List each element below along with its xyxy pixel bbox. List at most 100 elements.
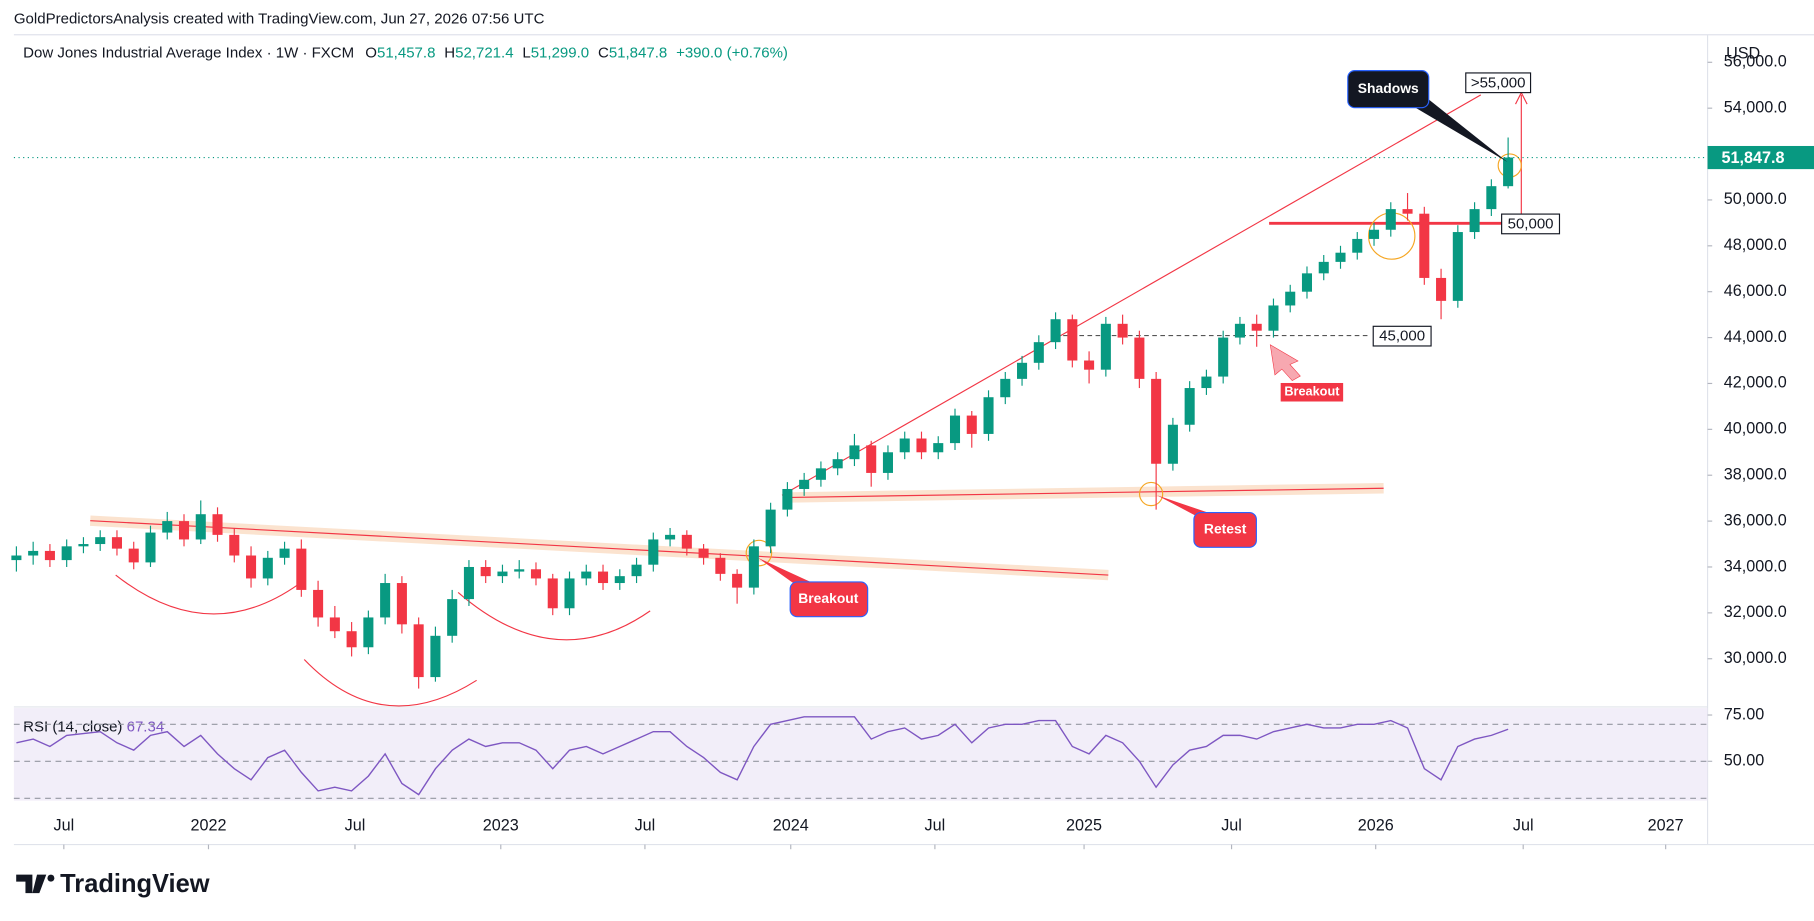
change: +390.0 (+0.76%) xyxy=(676,44,788,61)
candle-body xyxy=(363,617,374,648)
rsi-line xyxy=(16,716,1509,796)
candle-body xyxy=(1268,305,1279,331)
y-tick-label: 50,000.0 xyxy=(1724,190,1787,208)
candle-body xyxy=(597,571,609,584)
o-value: 51,457.8 xyxy=(377,44,435,61)
candle-body xyxy=(329,617,340,632)
arrow xyxy=(1269,344,1301,382)
label-text: >55,000 xyxy=(1471,74,1526,91)
candle-body xyxy=(933,443,944,453)
candle-body xyxy=(1017,362,1028,379)
candle-body xyxy=(1469,209,1480,233)
x-tick-label: 2025 xyxy=(1066,816,1102,834)
x-tick-label: Jul xyxy=(53,816,74,834)
candle-body xyxy=(413,624,424,678)
candle-body xyxy=(1251,323,1262,331)
x-tick-label: Jul xyxy=(1513,816,1534,834)
rsi-value: 67.34 xyxy=(127,719,165,736)
candle-body xyxy=(1033,342,1044,363)
label-box xyxy=(1280,382,1344,402)
candle-body xyxy=(1352,238,1363,253)
circle xyxy=(745,539,773,567)
candle-body xyxy=(178,521,190,540)
candle-body xyxy=(380,583,391,618)
callout-box xyxy=(789,581,869,618)
c-value: 51,847.8 xyxy=(609,44,667,61)
candle-body xyxy=(748,546,759,588)
x-tick-label: 2024 xyxy=(773,816,809,834)
candle-body xyxy=(1335,252,1346,262)
candle-body xyxy=(1368,229,1380,239)
candle-body xyxy=(1503,157,1514,187)
candle-body xyxy=(1402,209,1413,214)
candle-body xyxy=(212,514,223,535)
currency: USD xyxy=(1726,45,1760,63)
candle-body xyxy=(1218,337,1229,377)
callout-text: Shadows xyxy=(1358,80,1419,96)
candle-body xyxy=(396,583,407,625)
callout-text: Breakout xyxy=(798,590,859,606)
candle-body xyxy=(1117,323,1128,338)
candle-body xyxy=(832,459,843,469)
candle-body xyxy=(1050,319,1061,343)
callout-pointer xyxy=(1156,495,1215,518)
support-line xyxy=(783,487,1384,499)
candle-body xyxy=(279,548,290,558)
candle-body xyxy=(547,578,558,609)
candle-body xyxy=(681,534,692,549)
candle-body xyxy=(95,537,106,545)
candle-body xyxy=(162,521,173,533)
candle-body xyxy=(631,564,642,577)
h-key: H xyxy=(444,44,455,61)
x-tick-label: Jul xyxy=(345,816,366,834)
candle-body xyxy=(765,509,776,547)
candle-body xyxy=(229,534,240,556)
y-tick-label: 40,000.0 xyxy=(1724,420,1787,438)
candle-body xyxy=(866,445,877,473)
candle-body xyxy=(1452,232,1463,301)
trend-line xyxy=(90,520,1109,576)
y-tick-label: 56,000.0 xyxy=(1724,53,1787,71)
candle-body xyxy=(1436,277,1447,301)
rsi-tick-label: 75.00 xyxy=(1724,705,1765,723)
label-box xyxy=(1372,325,1432,347)
candle-body xyxy=(732,573,743,588)
callout-pointer xyxy=(1405,90,1508,163)
candle-body xyxy=(782,488,793,510)
candle-body xyxy=(1134,337,1145,379)
candle-body xyxy=(1301,273,1313,292)
candle-body xyxy=(480,566,491,577)
logo: TradingView xyxy=(16,870,210,898)
symbol-name: Dow Jones Industrial Average Index · 1W … xyxy=(23,44,354,61)
candle-body xyxy=(514,569,525,572)
y-tick-label: 36,000.0 xyxy=(1724,511,1787,529)
channel-line xyxy=(781,94,1482,496)
x-tick-label: Jul xyxy=(925,816,946,834)
candle-body xyxy=(1318,261,1329,274)
candle-body xyxy=(296,548,307,590)
callout-box xyxy=(1193,511,1257,548)
label-text: 45,000 xyxy=(1379,328,1425,345)
candle-body xyxy=(899,438,910,453)
last-price-label: 51,847.8 xyxy=(1721,149,1784,167)
candle-body xyxy=(715,557,726,574)
watermark: GoldPredictorsAnalysis created with Trad… xyxy=(14,11,545,28)
candle-body xyxy=(916,438,927,453)
candle-body xyxy=(463,566,474,600)
candle-body xyxy=(1285,291,1296,306)
y-tick-label: 32,000.0 xyxy=(1724,603,1787,621)
candle-body xyxy=(44,550,55,561)
y-tick-label: 46,000.0 xyxy=(1724,282,1787,300)
candle-body xyxy=(497,571,508,577)
rsi-tick-label: 50.00 xyxy=(1724,752,1765,770)
candle-body xyxy=(799,479,810,489)
candle-body xyxy=(1000,378,1011,398)
candle-body xyxy=(313,589,324,618)
callout-pointer xyxy=(757,557,816,587)
candle-body xyxy=(698,548,709,558)
candle-body xyxy=(1234,323,1245,338)
c-key: C xyxy=(598,44,609,61)
candle-body xyxy=(1151,378,1162,464)
